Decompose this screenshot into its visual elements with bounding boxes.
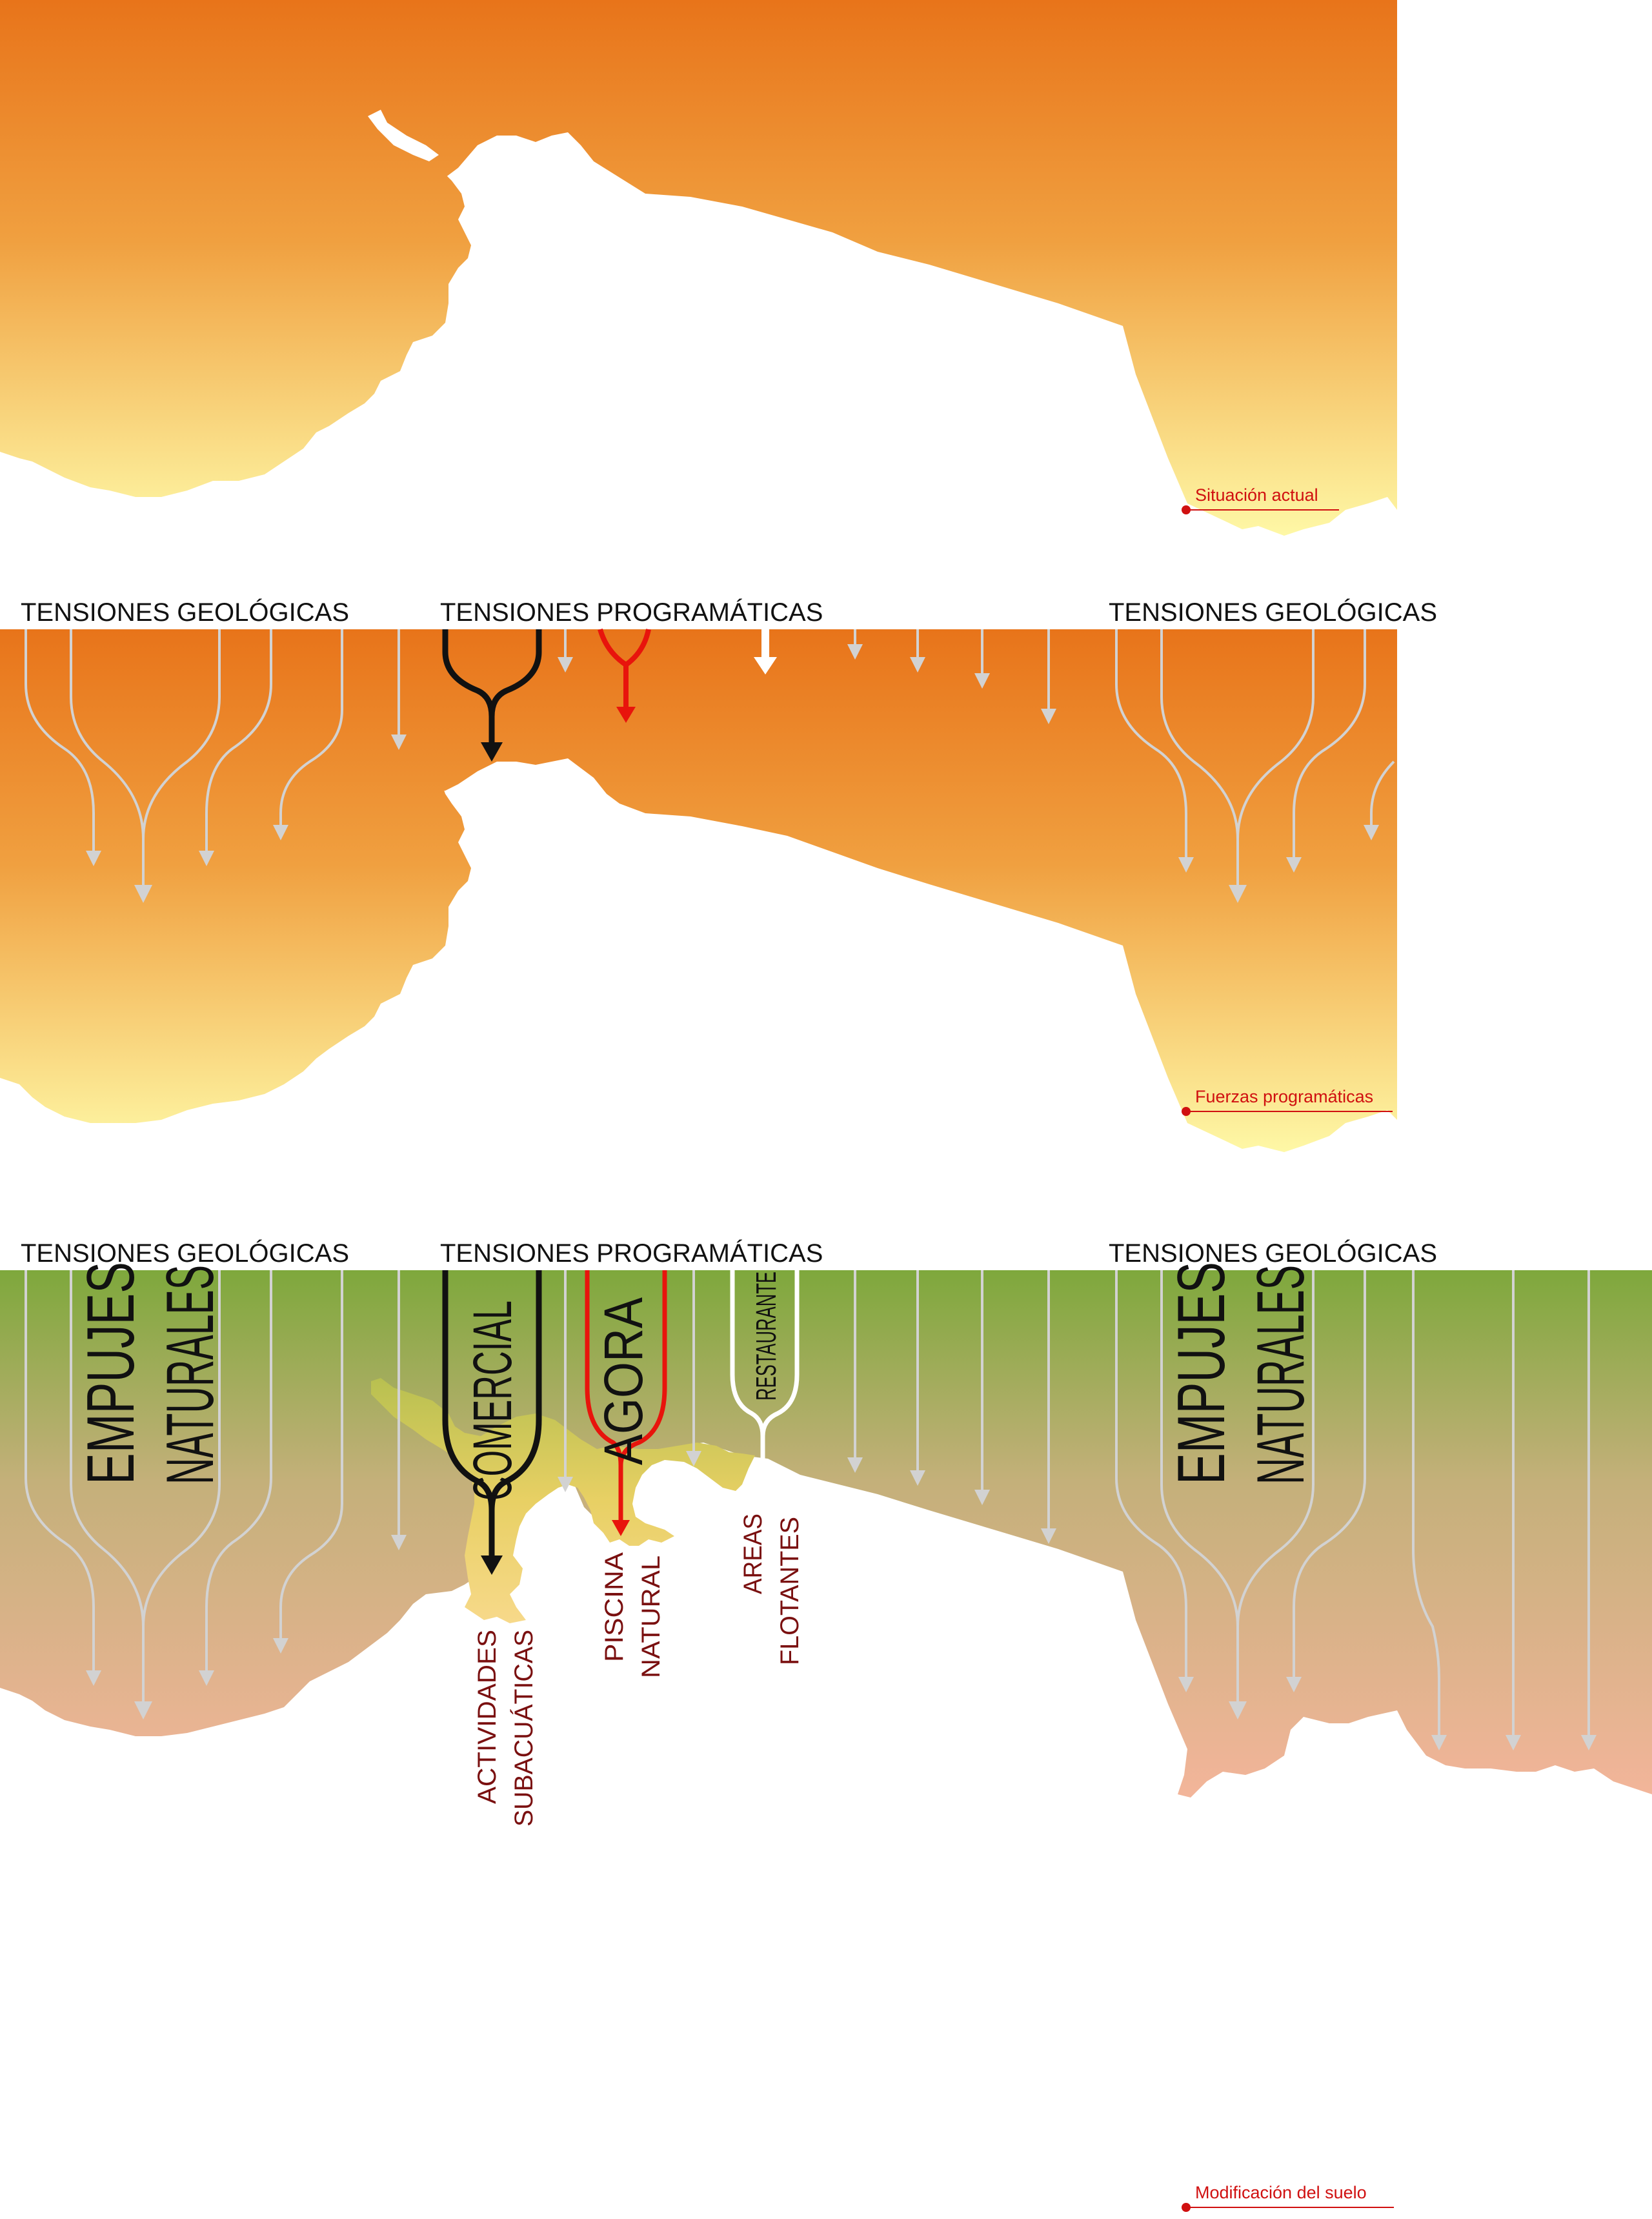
geo-arrow [25, 1270, 101, 1686]
geo-arrow [1412, 1270, 1447, 1750]
prog-arrow-black-head [481, 742, 503, 762]
geo-arrow [1115, 629, 1194, 873]
natural-push-arrows-right [1115, 1270, 1597, 1750]
prog-arrow-comercial [489, 1270, 542, 1555]
panel-modificacion-del-suelo: TENSIONES GEOLÓGICAS TENSIONES PROGRAMÁT… [0, 1239, 1652, 2212]
geo-arrow [1236, 1270, 1315, 1710]
prog-arrow-agora-head [612, 1520, 630, 1536]
prog-arrow-red [598, 628, 629, 710]
geological-arrows-right [1115, 629, 1395, 903]
geo-arrow [273, 1270, 343, 1654]
geo-arrow [1115, 1270, 1194, 1692]
prog-arrow-black [489, 629, 542, 749]
geo-arrow [1286, 1270, 1366, 1692]
label-naturales-right: NATURALES [1244, 1265, 1318, 1484]
label-tensiones-geologicas-right: TENSIONES GEOLÓGICAS [1109, 598, 1437, 627]
label-agora: AGORA [593, 1297, 654, 1465]
geo-arrow [1160, 629, 1247, 903]
label-comercial: COMERCIAL [462, 1301, 523, 1501]
label-tensiones-programaticas: TENSIONES PROGRAMÁTICAS [440, 598, 823, 627]
geo-arrow [273, 629, 343, 840]
terrain-shape [0, 0, 1397, 536]
geological-arrows-left [25, 629, 407, 903]
label-flotantes: FLOTANTES [776, 1517, 804, 1665]
caption-modificacion-del-suelo: Modificación del suelo [1195, 2183, 1367, 2202]
geological-arrows-center [847, 629, 1056, 724]
caption-fuerzas-programaticas: Fuerzas programáticas [1195, 1087, 1373, 1106]
geo-arrow [1364, 760, 1395, 840]
prog-arrow-restaurante-head [754, 1468, 772, 1484]
prog-arrow-comercial-head [481, 1555, 503, 1575]
prog-arrow-agora [618, 1270, 667, 1466]
panel-situacion-actual: Situación actual [0, 0, 1397, 536]
label-piscina: PISCINA [600, 1552, 629, 1662]
modified-ground [371, 1378, 755, 1623]
label-tensiones-geologicas-right: TENSIONES GEOLÓGICAS [1109, 1239, 1437, 1268]
panel-fuerzas-programaticas: TENSIONES GEOLÓGICAS TENSIONES PROGRAMÁT… [0, 598, 1437, 1152]
programmatic-arrows [442, 1270, 800, 1575]
caption-situacion-actual: Situación actual [1195, 485, 1318, 505]
geo-arrow [70, 629, 152, 903]
prog-arrow-red [624, 629, 651, 667]
label-natural: NATURAL [637, 1555, 665, 1678]
prog-arrow-red-head [616, 707, 636, 723]
geo-arrow [1236, 629, 1315, 894]
geo-arrow [70, 1270, 152, 1719]
geo-arrow [1286, 629, 1366, 873]
prog-arrow-restaurante [760, 1270, 800, 1437]
label-actividades: ACTIVIDADES [473, 1630, 501, 1804]
terrain-shape [0, 629, 1397, 1152]
label-tensiones-programaticas: TENSIONES PROGRAMÁTICAS [440, 1239, 823, 1268]
geo-arrow [199, 629, 272, 866]
label-empujes-left: EMPUJES [74, 1262, 148, 1484]
geo-arrow [142, 1270, 221, 1710]
label-subacuaticas: SUBACUÁTICAS [509, 1630, 538, 1827]
label-naturales-left: NATURALES [153, 1265, 228, 1484]
geo-arrow [1160, 1270, 1247, 1719]
geological-arrows-center [847, 1270, 1056, 1544]
label-restaurante: RESTAURANTE [750, 1272, 782, 1401]
geo-arrow [142, 629, 221, 894]
label-tensiones-geologicas-left: TENSIONES GEOLÓGICAS [21, 1239, 349, 1268]
label-empujes-right: EMPUJES [1164, 1262, 1239, 1484]
label-areas: AREAS [739, 1514, 767, 1594]
geo-arrow [199, 1270, 272, 1686]
geo-arrow [25, 629, 101, 866]
terrain-shape [0, 1270, 1652, 1798]
natural-push-arrows-left [25, 1270, 407, 1719]
prog-arrow-white-head [754, 657, 777, 674]
shoreline-detail [368, 110, 439, 161]
label-tensiones-geologicas-left: TENSIONES GEOLÓGICAS [21, 598, 349, 627]
programmatic-arrows [442, 628, 777, 762]
